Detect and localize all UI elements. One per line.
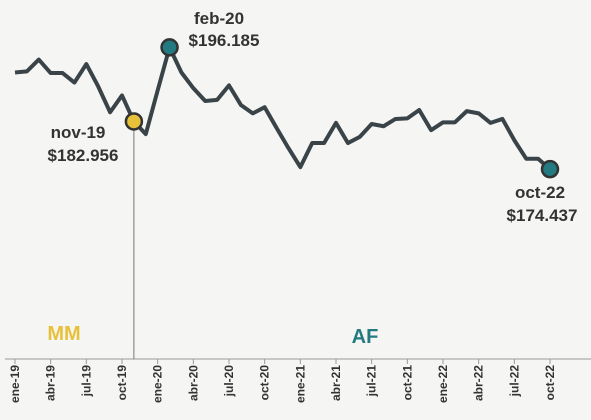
- x-tick-label: jul-19: [79, 365, 93, 398]
- annotation-date: oct-22: [515, 183, 565, 202]
- x-tick-label: ene-21: [293, 365, 307, 403]
- annotation-value: $174.437: [507, 206, 578, 225]
- x-tick-label: jul-21: [365, 365, 379, 398]
- x-tick-label: ene-20: [151, 365, 165, 403]
- region-label: AF: [352, 326, 379, 348]
- x-tick-label: abr-22: [472, 365, 486, 401]
- x-tick-label: jul-22: [507, 365, 521, 398]
- annotation-value: $196.185: [189, 31, 260, 50]
- x-tick-label: oct-22: [543, 365, 557, 401]
- x-tick-label: oct-19: [115, 365, 129, 401]
- x-tick-label: abr-21: [329, 365, 343, 401]
- x-tick-label: jul-20: [222, 365, 236, 398]
- x-tick-label: ene-19: [8, 365, 22, 403]
- highlight-point: [160, 38, 179, 57]
- x-tick-label: ene-22: [436, 365, 450, 403]
- x-tick-label: abr-20: [186, 365, 200, 401]
- annotation-date: nov-19: [51, 123, 106, 142]
- highlight-point: [540, 159, 560, 179]
- annotation-value: $182.956: [48, 146, 119, 165]
- x-tick-label: oct-20: [258, 365, 272, 401]
- annotation-date: feb-20: [194, 9, 244, 28]
- x-tick-label: oct-21: [400, 365, 414, 401]
- region-label: MM: [47, 323, 80, 345]
- plot: ene-19 abr-19 jul-19 oct-19 ene-20 abr-20 jul-…: [5, 38, 591, 403]
- line: [14, 45, 552, 171]
- x-tick-label: abr-19: [44, 365, 58, 401]
- highlight-point: [124, 112, 144, 131]
